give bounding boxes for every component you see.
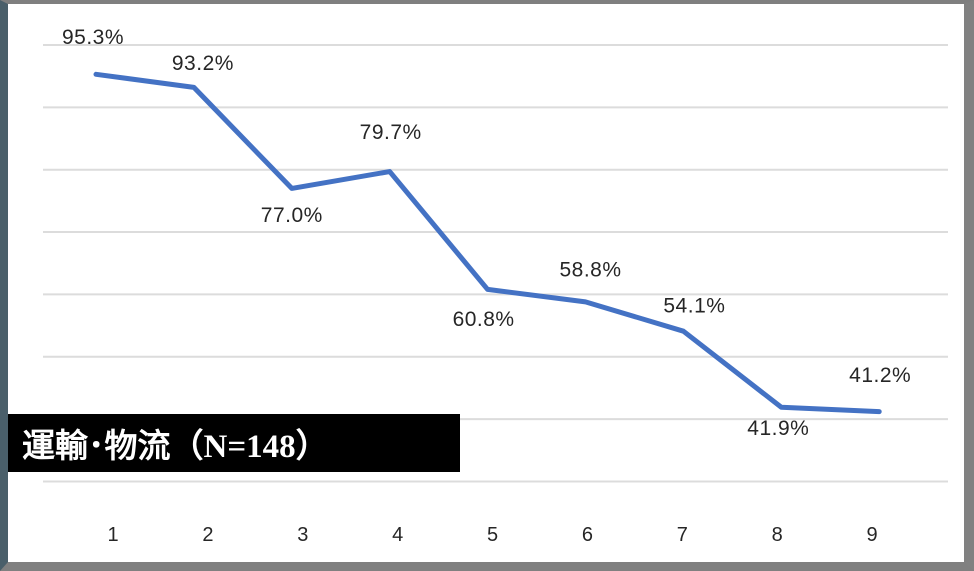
- data-labels: 95.3% 93.2% 77.0% 79.7% 60.8% 58.8% 54.1% 41.9%…: [62, 26, 911, 440]
- data-label: 41.9%: [747, 417, 809, 440]
- x-axis-tick-label: 2: [202, 524, 213, 546]
- x-axis-tick-label: 9: [866, 524, 877, 546]
- x-axis-labels: 1 2 3 4 5 6 7 8 9: [107, 524, 877, 546]
- data-label: 77.0%: [261, 204, 323, 227]
- data-label: 95.3%: [62, 26, 124, 49]
- data-label: 58.8%: [559, 258, 621, 281]
- x-axis-tick-label: 5: [487, 524, 498, 546]
- data-label: 54.1%: [663, 295, 725, 318]
- banner-sample-size: （N=148）: [170, 429, 329, 465]
- data-label: 79.7%: [360, 121, 422, 144]
- data-label: 60.8%: [453, 308, 515, 331]
- banner-category-label: 運輸･物流: [22, 427, 171, 464]
- x-axis-tick-label: 1: [107, 524, 118, 546]
- category-banner: 運輸･物流 （N=148）: [8, 414, 460, 472]
- line-chart: 95.3% 93.2% 77.0% 79.7% 60.8% 58.8% 54.1% 41.9%…: [43, 26, 948, 546]
- data-label: 41.2%: [849, 364, 911, 387]
- series-line: [93, 71, 882, 415]
- x-axis-tick-label: 4: [392, 524, 403, 546]
- x-axis-tick-label: 7: [677, 524, 688, 546]
- x-axis-tick-label: 6: [582, 524, 593, 546]
- x-axis-tick-label: 8: [772, 524, 783, 546]
- data-label: 93.2%: [172, 52, 234, 75]
- x-axis-tick-label: 3: [297, 524, 308, 546]
